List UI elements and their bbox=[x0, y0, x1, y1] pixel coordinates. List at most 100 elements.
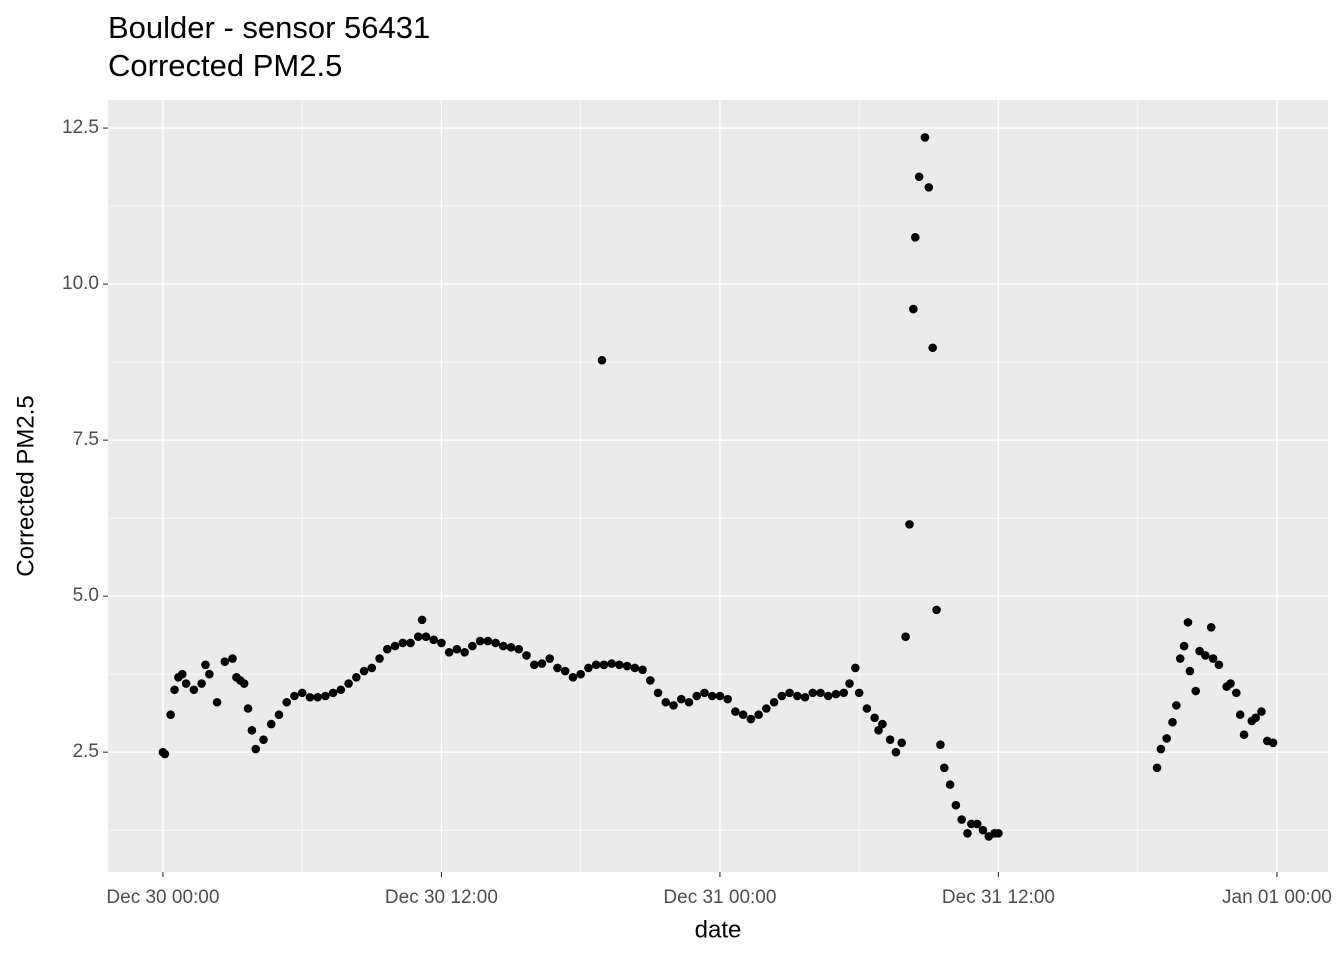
point bbox=[945, 780, 955, 789]
point bbox=[584, 663, 593, 673]
point bbox=[762, 704, 771, 713]
point bbox=[1172, 701, 1181, 710]
point bbox=[1235, 710, 1245, 720]
x-tick-label: Dec 30 00:00 bbox=[106, 887, 219, 908]
point bbox=[646, 676, 655, 685]
x-axis-title: date bbox=[695, 916, 742, 943]
point bbox=[845, 679, 854, 688]
point bbox=[707, 691, 717, 701]
point bbox=[417, 615, 427, 625]
point bbox=[800, 692, 810, 702]
point bbox=[305, 692, 315, 702]
y-tick-label: 5.0 bbox=[73, 585, 99, 606]
x-tick-label: Dec 30 12:00 bbox=[385, 887, 498, 908]
point bbox=[537, 659, 547, 668]
point bbox=[266, 719, 276, 729]
point bbox=[978, 825, 988, 835]
point bbox=[924, 183, 934, 192]
point bbox=[823, 691, 833, 701]
point bbox=[413, 632, 423, 642]
point bbox=[831, 689, 841, 699]
point bbox=[878, 719, 887, 729]
point bbox=[615, 660, 624, 670]
point bbox=[854, 688, 864, 698]
point bbox=[1168, 717, 1177, 727]
point bbox=[597, 355, 607, 365]
point bbox=[251, 744, 261, 754]
point bbox=[715, 691, 725, 701]
point bbox=[522, 651, 531, 660]
point bbox=[928, 343, 937, 353]
point bbox=[282, 697, 292, 707]
point bbox=[1239, 730, 1249, 740]
point bbox=[994, 829, 1003, 838]
point bbox=[568, 672, 578, 682]
point bbox=[885, 735, 895, 744]
point bbox=[545, 654, 555, 663]
point bbox=[932, 605, 941, 615]
point bbox=[553, 663, 562, 673]
point bbox=[367, 663, 377, 673]
point bbox=[599, 660, 609, 670]
point bbox=[676, 694, 686, 704]
point bbox=[1179, 641, 1189, 651]
point bbox=[460, 648, 469, 657]
point bbox=[166, 710, 175, 720]
panel bbox=[108, 100, 1328, 872]
point bbox=[897, 738, 907, 748]
point bbox=[228, 654, 237, 663]
point bbox=[1185, 666, 1195, 676]
point bbox=[220, 657, 230, 666]
point bbox=[390, 641, 400, 651]
point bbox=[452, 644, 462, 654]
point bbox=[259, 735, 268, 744]
point bbox=[963, 829, 972, 838]
point bbox=[653, 688, 663, 698]
point bbox=[243, 704, 253, 713]
point bbox=[499, 641, 508, 651]
point bbox=[160, 749, 170, 759]
point bbox=[914, 172, 924, 182]
point bbox=[910, 232, 920, 242]
point bbox=[313, 692, 322, 702]
point bbox=[1152, 763, 1162, 773]
point bbox=[901, 632, 910, 642]
point bbox=[622, 661, 632, 671]
point bbox=[851, 663, 860, 673]
point bbox=[746, 714, 756, 724]
chart-title: Boulder - sensor 56431 bbox=[108, 10, 430, 45]
point bbox=[1251, 713, 1260, 723]
point bbox=[792, 691, 802, 701]
point bbox=[936, 740, 945, 749]
point bbox=[1156, 744, 1166, 754]
point bbox=[336, 685, 346, 695]
point bbox=[769, 697, 779, 707]
point bbox=[444, 648, 454, 657]
point bbox=[1183, 618, 1193, 627]
point bbox=[630, 663, 640, 673]
point bbox=[475, 636, 485, 646]
point bbox=[951, 800, 961, 810]
point bbox=[972, 819, 982, 829]
point bbox=[491, 638, 500, 648]
point bbox=[514, 644, 524, 654]
point bbox=[1257, 707, 1266, 716]
y-tick-label: 7.5 bbox=[73, 429, 99, 450]
point bbox=[1214, 660, 1224, 670]
point bbox=[839, 688, 849, 698]
point bbox=[344, 679, 353, 688]
point bbox=[669, 701, 678, 710]
y-tick-label: 2.5 bbox=[73, 741, 99, 762]
point bbox=[239, 679, 249, 688]
point bbox=[905, 520, 914, 529]
point bbox=[321, 691, 330, 701]
point bbox=[177, 669, 187, 679]
point bbox=[1232, 688, 1241, 698]
point bbox=[1175, 654, 1185, 663]
point bbox=[684, 697, 694, 707]
point bbox=[328, 688, 338, 698]
point bbox=[607, 659, 616, 668]
point bbox=[1208, 654, 1218, 663]
point bbox=[1162, 734, 1171, 743]
